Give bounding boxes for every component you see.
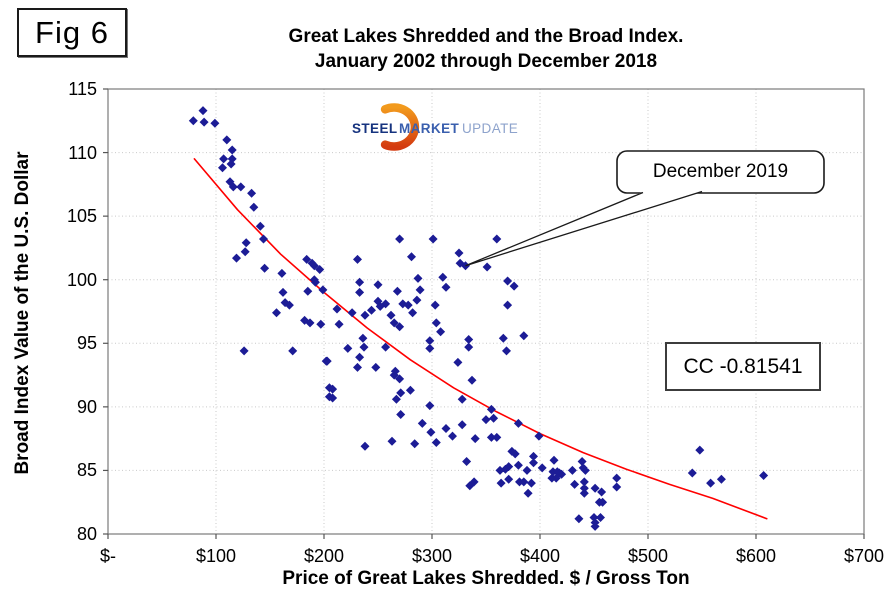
x-tick-label: $700 bbox=[843, 546, 885, 566]
plot-border bbox=[107, 88, 865, 535]
y-tick-label: 80 bbox=[76, 524, 97, 544]
y-tick-label: 110 bbox=[68, 142, 97, 163]
logo-word: STEEL bbox=[352, 121, 398, 136]
x-tick-label: $100 bbox=[195, 546, 237, 566]
chart-title-line1: Great Lakes Shredded and the Broad Index… bbox=[288, 26, 684, 47]
y-tick-label: 100 bbox=[66, 269, 97, 290]
correlation-box: CC -0.81541 bbox=[665, 342, 821, 391]
x-axis-title: Price of Great Lakes Shredded. $ / Gross… bbox=[282, 568, 690, 589]
y-tick-label: 115 bbox=[68, 79, 97, 99]
callout-bubble bbox=[616, 150, 825, 194]
trend-line bbox=[193, 158, 768, 520]
y-tick-label: 90 bbox=[76, 396, 97, 417]
scatter-points bbox=[188, 106, 769, 531]
x-tick-label: $400 bbox=[519, 546, 561, 566]
logo-wordmark: STEELMARKET UPDATE bbox=[352, 121, 518, 136]
x-tick-label: $200 bbox=[303, 546, 345, 566]
callout-tail-outline bbox=[465, 190, 703, 267]
correlation-value: CC -0.81541 bbox=[683, 354, 803, 378]
callout-label: December 2019 bbox=[652, 161, 789, 182]
x-tick-label: $600 bbox=[735, 546, 777, 566]
x-tick-label: $- bbox=[99, 546, 116, 566]
logo-word: UPDATE bbox=[462, 121, 518, 136]
chart-title-line2: January 2002 through December 2018 bbox=[314, 51, 658, 72]
x-tick-label: $300 bbox=[411, 546, 453, 566]
y-tick-label: 105 bbox=[66, 206, 97, 227]
y-tick-label: 85 bbox=[76, 460, 97, 481]
steel-market-update-logo: STEELMARKET UPDATE bbox=[352, 103, 518, 151]
figure-number-box: Fig 6 bbox=[17, 8, 127, 57]
x-tick-label: $500 bbox=[627, 546, 669, 566]
figure-number-label: Fig 6 bbox=[35, 14, 109, 50]
y-tick-label: 95 bbox=[76, 333, 97, 354]
chart-title: Great Lakes Shredded and the Broad Index… bbox=[108, 24, 864, 74]
logo-swoosh-icon bbox=[380, 103, 420, 151]
logo-word: MARKET bbox=[399, 121, 459, 136]
